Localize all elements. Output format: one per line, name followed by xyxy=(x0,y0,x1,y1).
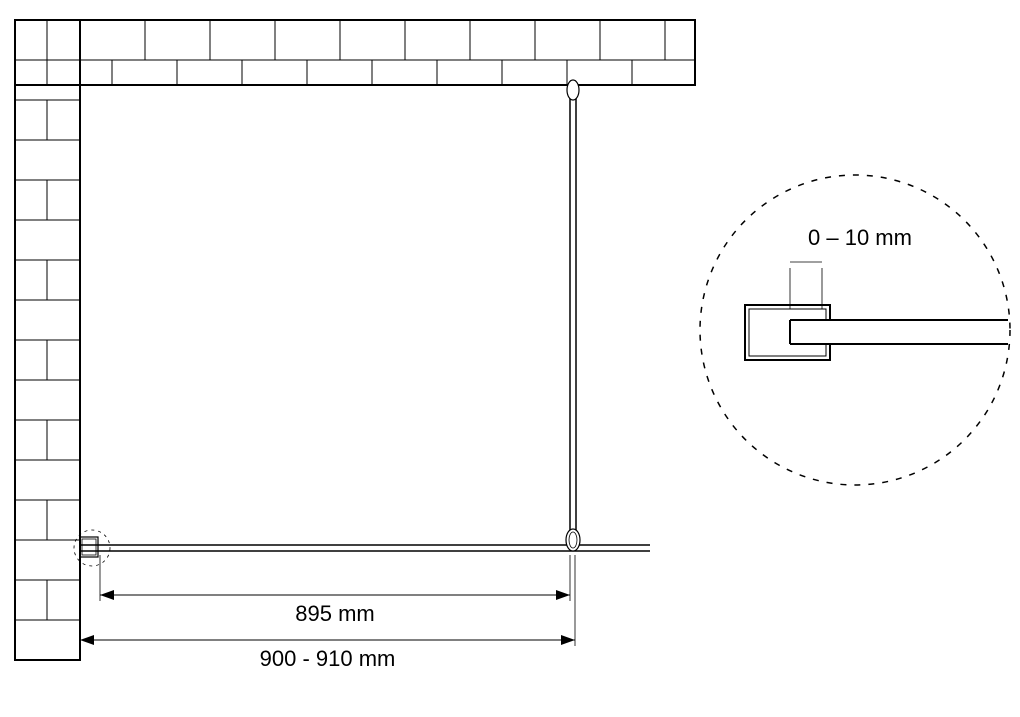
detail-dimension-label: 0 – 10 mm xyxy=(808,225,912,250)
technical-drawing: 895 mm 900 - 910 mm 0 – 10 mm xyxy=(0,0,1020,717)
dimension-label: 895 mm xyxy=(295,601,374,626)
dimension-label: 900 - 910 mm xyxy=(260,646,396,671)
